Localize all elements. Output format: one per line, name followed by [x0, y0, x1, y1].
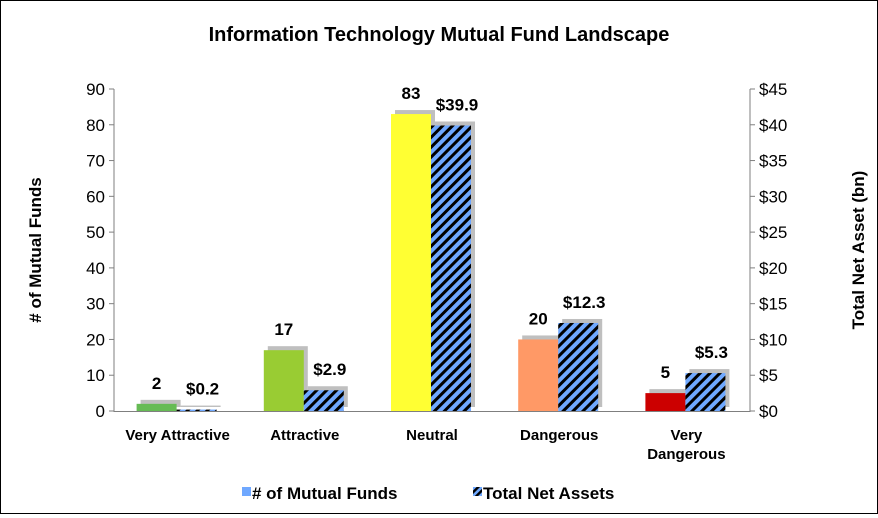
x-tick-label: Dangerous: [520, 427, 598, 444]
left-tick-label: 50: [86, 223, 105, 242]
left-tick-label: 60: [86, 187, 105, 206]
data-label-funds: 20: [529, 309, 548, 328]
right-axis-ticks: $0 $5 $10 $15 $20 $25 $30 $35 $40 $45: [750, 80, 787, 421]
bar-assets: [685, 373, 726, 411]
bars: [136, 110, 730, 412]
right-tick-label: $30: [759, 187, 787, 206]
left-axis-ticks: 0 10 20 30 40 50 60 70 80 90: [86, 80, 114, 421]
chart-title: Information Technology Mutual Fund Lands…: [209, 24, 670, 46]
x-tick-label: Attractive: [270, 427, 339, 444]
bar-assets: [431, 125, 471, 411]
data-label-funds: 2: [152, 374, 161, 393]
left-tick-label: 80: [86, 116, 105, 135]
left-tick-label: 20: [86, 330, 105, 349]
bar-assets: [558, 322, 599, 411]
right-axis-label: Total Net Asset (bn): [849, 171, 868, 330]
data-label-assets: $0.2: [186, 380, 219, 399]
x-tick-label: Neutral: [406, 427, 458, 444]
bar-assets: [303, 390, 344, 411]
left-axis-label: # of Mutual Funds: [26, 177, 45, 322]
data-label-funds: 17: [274, 320, 293, 339]
right-tick-label: $10: [759, 330, 787, 349]
legend: # of Mutual Funds Total Net Assets: [242, 484, 614, 503]
bar-funds: [518, 339, 559, 411]
x-tick-label: Very Dangerous: [647, 427, 725, 463]
right-tick-label: $40: [759, 116, 787, 135]
data-label-assets: $12.3: [563, 293, 606, 312]
bar-funds: [645, 393, 686, 411]
right-tick-label: $15: [759, 295, 787, 314]
bar-funds: [136, 403, 177, 411]
right-tick-label: $25: [759, 223, 787, 242]
left-tick-label: 0: [96, 402, 105, 421]
data-labels: 2 $0.2 17 $2.9 83 $39.9 20 $12.3 5 $5.3: [152, 84, 728, 399]
legend-swatch-funds: [242, 487, 251, 496]
left-tick-label: 40: [86, 259, 105, 278]
legend-label-assets: Total Net Assets: [483, 484, 614, 503]
bar-assets: [176, 409, 217, 411]
x-axis-labels: Very Attractive Attractive Neutral Dangerou…: [125, 427, 725, 463]
legend-label-funds: # of Mutual Funds: [252, 484, 397, 503]
right-tick-label: $5: [759, 366, 778, 385]
right-tick-label: $20: [759, 259, 787, 278]
bar-funds: [263, 350, 304, 411]
right-tick-label: $35: [759, 152, 787, 171]
data-label-funds: 83: [402, 84, 421, 103]
data-label-assets: $5.3: [695, 343, 728, 362]
bar-shadow: [180, 405, 221, 407]
legend-swatch-assets: [473, 487, 482, 496]
data-label-funds: 5: [661, 363, 670, 382]
bar-shadow: [140, 399, 181, 407]
right-tick-label: $0: [759, 402, 778, 421]
data-label-assets: $2.9: [313, 360, 346, 379]
bar-funds: [391, 114, 431, 412]
x-tick-label: Very Attractive: [125, 427, 230, 444]
left-tick-label: 70: [86, 152, 105, 171]
left-tick-label: 10: [86, 366, 105, 385]
data-label-assets: $39.9: [436, 95, 479, 114]
left-tick-label: 90: [86, 80, 105, 99]
left-tick-label: 30: [86, 295, 105, 314]
right-tick-label: $45: [759, 80, 787, 99]
